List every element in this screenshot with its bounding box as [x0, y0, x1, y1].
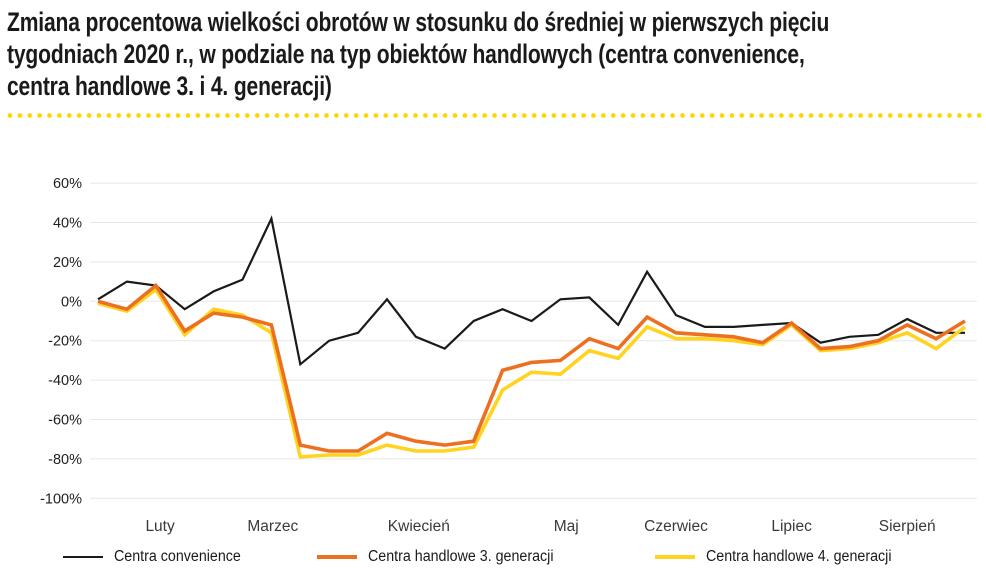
x-axis-month-label: Kwiecień [388, 518, 450, 535]
legend-item-centra-handlowe-4-generacji: Centra handlowe 4. generacji [655, 548, 908, 566]
legend-label: Centra handlowe 4. generacji [706, 548, 892, 565]
chart-legend: Centra convenience Centra handlowe 3. ge… [0, 548, 986, 568]
y-axis-tick-label: -40% [48, 373, 82, 389]
x-axis-month-label: Maj [554, 518, 579, 535]
series-line-3 [97, 286, 967, 459]
y-axis-tick-label: 20% [53, 255, 82, 271]
chart-title-line-2: tygodniach 2020 r., w podziale na typ ob… [7, 39, 805, 69]
legend-label: Centra handlowe 3. generacji [368, 548, 554, 565]
y-axis-tick-label: -60% [48, 413, 82, 429]
chart-title: Zmiana procentowa wielkości obrotów w st… [7, 6, 829, 102]
series-line-2 [97, 282, 966, 453]
legend-swatch-centra-convenience [63, 555, 103, 559]
x-axis-month-label: Sierpień [879, 518, 936, 535]
legend-swatch-centra-handlowe-4-generacji [655, 555, 695, 559]
x-axis-month-label: Luty [145, 518, 175, 535]
y-axis-tick-label: 40% [53, 216, 82, 232]
x-axis-month-label: Marzec [247, 518, 298, 535]
y-axis-tick-label: -100% [40, 491, 82, 507]
y-axis-tick-label: 60% [53, 176, 82, 192]
legend-item-centra-handlowe-3-generacji: Centra handlowe 3. generacji [317, 548, 570, 566]
legend-label: Centra convenience [114, 548, 241, 565]
y-axis-tick-label: 0% [61, 294, 82, 310]
legend-swatch-centra-handlowe-3-generacji [317, 555, 357, 559]
legend-item-centra-convenience: Centra convenience [63, 548, 252, 566]
series-line-1 [97, 215, 965, 367]
y-axis-tick-label: -80% [48, 452, 82, 468]
chart-title-line-3: centra handlowe 3. i 4. generacji) [7, 71, 332, 101]
x-axis-month-label: Lipiec [771, 518, 812, 535]
y-axis-tick-label: -20% [48, 334, 82, 350]
x-axis-month-label: Czerwiec [644, 518, 708, 535]
chart-title-line-1: Zmiana procentowa wielkości obrotów w st… [7, 7, 830, 37]
dotted-separator [5, 112, 982, 119]
